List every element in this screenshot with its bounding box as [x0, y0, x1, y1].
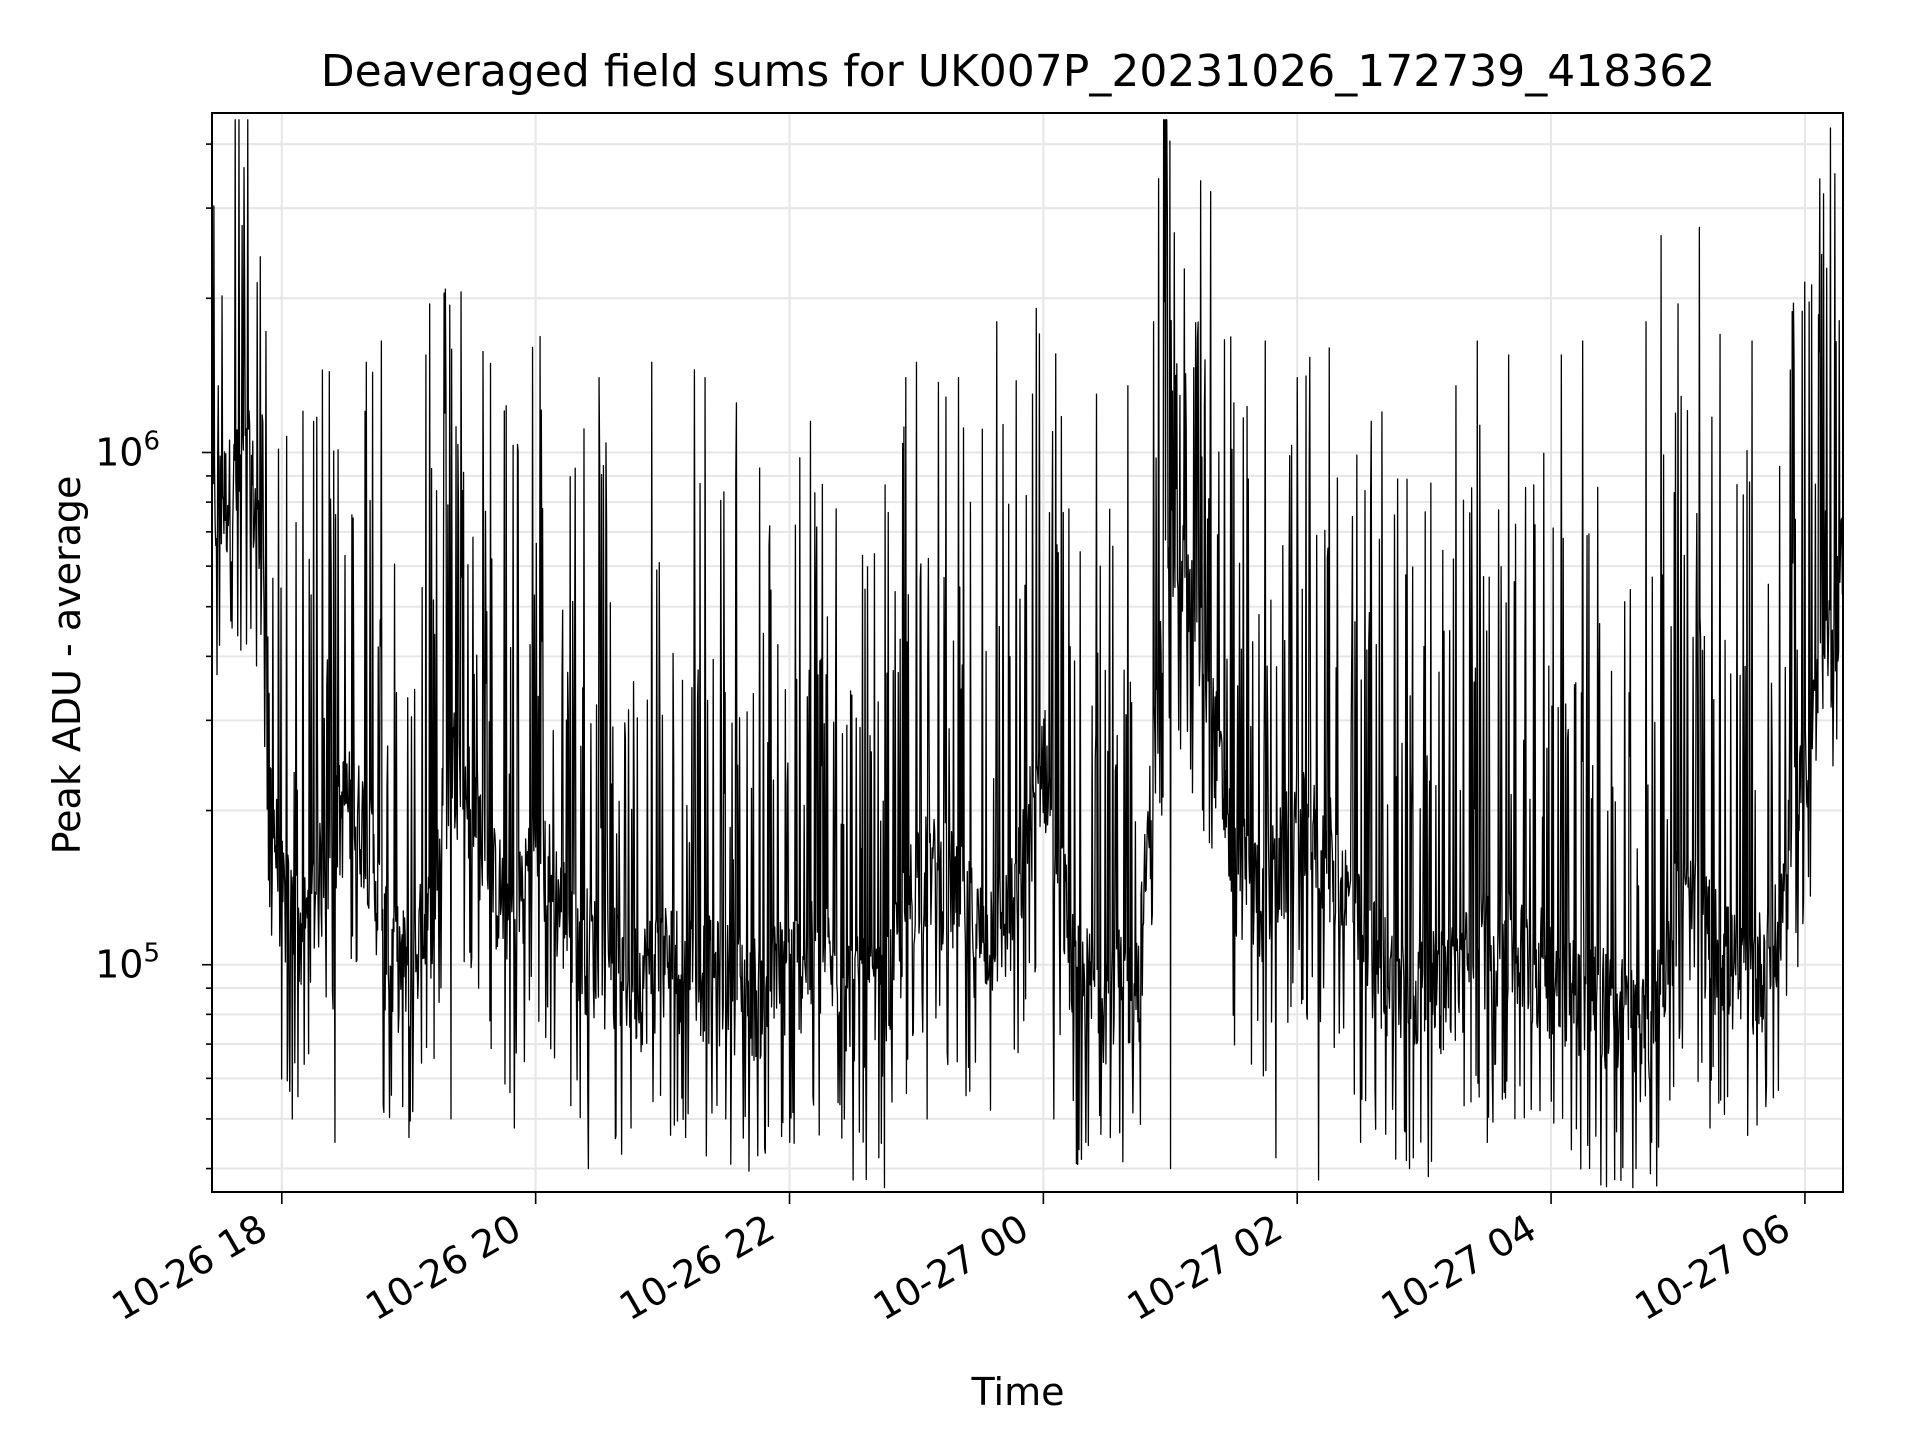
axes-frame	[211, 112, 1844, 1193]
plot-area	[211, 119, 1844, 1189]
chart-title: Deaveraged field sums for UK007P_2023102…	[321, 46, 1715, 97]
y-axis-label: Peak ADU - average	[45, 476, 89, 855]
y-axis: 105 106	[95, 143, 212, 1170]
y-tick-label: 105	[95, 939, 160, 987]
series-line	[211, 119, 1844, 1189]
x-axis-label: Time	[971, 1370, 1065, 1414]
y-tick-label: 106	[95, 426, 160, 474]
